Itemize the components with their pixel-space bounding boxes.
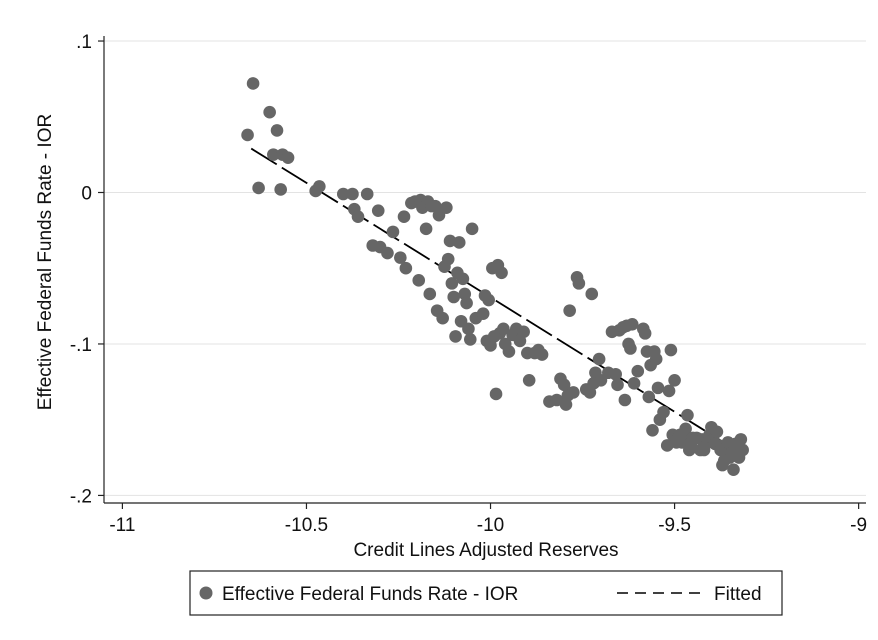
scatter-point (476, 307, 490, 320)
scatter-point (679, 422, 692, 436)
scatter-point (651, 381, 665, 395)
scatter-point (642, 390, 656, 404)
scatter-point (734, 433, 748, 446)
scatter-point (592, 352, 606, 366)
scatter-point (710, 425, 724, 439)
scatter-point (609, 367, 622, 381)
scatter-point (465, 222, 479, 236)
scatter-point (445, 277, 459, 290)
scatter-point (419, 222, 433, 236)
scatter-point (412, 274, 426, 287)
scatter-point (399, 261, 413, 275)
scatter-point (664, 343, 678, 357)
scatter-point (649, 352, 663, 366)
scatter-point (517, 325, 530, 339)
scatter-point (346, 187, 359, 201)
scatter-point (736, 443, 749, 457)
legend-box (189, 570, 783, 616)
y-axis-title: Effective Federal Funds Rate - IOR (35, 114, 56, 410)
scatter-point (625, 317, 639, 331)
scatter-point (668, 374, 681, 387)
scatter-point (662, 384, 676, 398)
legend-marker-scatter (199, 586, 213, 600)
scatter-point (267, 148, 280, 161)
scatter-point (246, 77, 260, 90)
legend-label-fitted: Fitted (714, 584, 762, 605)
x-tick-label: -9.5 (658, 515, 691, 536)
scatter-point (371, 204, 385, 217)
x-tick-label: -11 (109, 515, 135, 536)
scatter-points (241, 77, 749, 476)
scatter-point (611, 378, 624, 392)
y-tick-label: .1 (76, 32, 92, 53)
scatter-point (452, 236, 466, 249)
scatter-point (274, 183, 287, 196)
scatter-point (447, 290, 461, 304)
scatter-point (462, 322, 475, 336)
scatter-point (522, 374, 536, 387)
scatter-point (638, 327, 652, 340)
scatter-point (270, 124, 284, 137)
scatter-point (495, 266, 508, 280)
scatter-point (397, 210, 411, 224)
scatter-point (585, 287, 599, 301)
scatter-point (440, 201, 453, 214)
scatter-point (460, 296, 473, 310)
legend-label-scatter: Effective Federal Funds Rate - IOR (222, 584, 518, 605)
scatter-point (263, 105, 276, 119)
scatter-point (681, 408, 694, 422)
y-tick-label: -.2 (70, 486, 92, 507)
scatter-point (482, 293, 495, 307)
legend: Effective Federal Funds Rate - IOR Fitte… (189, 570, 783, 616)
x-tick-label: -10.5 (285, 515, 328, 536)
x-axis-title: Credit Lines Adjusted Reserves (353, 540, 618, 561)
scatter-point (563, 304, 576, 317)
scatter-point (489, 387, 503, 401)
scatter-point (567, 386, 580, 399)
scatter-point (646, 423, 659, 437)
scatter-point (572, 277, 586, 290)
fitted-line (250, 147, 742, 454)
scatter-point (727, 463, 740, 476)
scatter-point (313, 180, 326, 193)
scatter-point (657, 405, 670, 419)
fitted-line-layer (250, 147, 742, 454)
scatter-point (463, 333, 477, 346)
x-tick-label: -10 (477, 515, 504, 536)
scatter-point (386, 225, 400, 239)
scatter-point (502, 345, 516, 358)
scatter-point (360, 187, 374, 201)
scatter-point (497, 322, 510, 336)
scatter-point (241, 128, 254, 142)
scatter-point (627, 377, 641, 390)
scatter-point (456, 272, 470, 286)
scatter-point (394, 251, 407, 264)
scatter-point (351, 210, 365, 224)
scatter-point (535, 348, 549, 361)
scatter-point (423, 287, 437, 301)
scatter-point (436, 311, 449, 325)
y-tick-label: -.1 (70, 335, 92, 356)
scatter-point (557, 378, 571, 392)
scatter-point (381, 246, 394, 260)
scatter-point (252, 181, 265, 195)
scatter-point (624, 342, 637, 355)
scatter-point (449, 330, 462, 343)
scatter-point (441, 252, 455, 266)
scatter-point (281, 151, 295, 164)
scatter-point (631, 364, 645, 378)
x-tick-label: -9 (850, 515, 867, 536)
scatter-point (618, 393, 632, 407)
axes: .1 0 -.1 -.2 -11 -10.5 -10 -9.5 -9 (70, 32, 867, 536)
y-tick-label: 0 (81, 183, 92, 204)
scatter-point (336, 187, 350, 201)
